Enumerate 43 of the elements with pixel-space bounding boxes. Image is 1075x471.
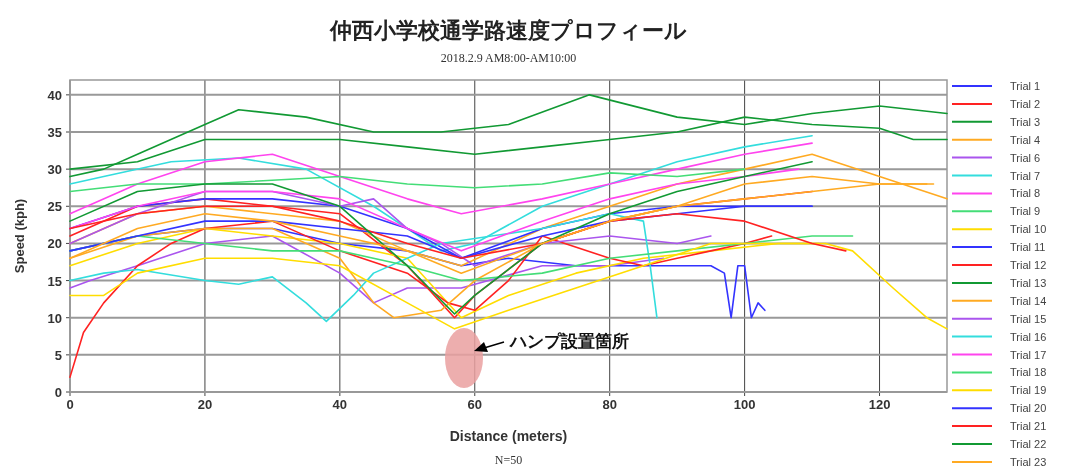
legend-label: Trial 13 xyxy=(1010,276,1047,289)
x-tick-label: 120 xyxy=(868,397,891,412)
legend-label: Trial 6 xyxy=(1010,151,1041,164)
legend-label: Trial 16 xyxy=(1010,330,1047,343)
x-tick-label: 80 xyxy=(602,397,617,412)
legend-label: Trial 2 xyxy=(1010,97,1041,110)
x-axis-title: Distance (meters) xyxy=(449,428,568,444)
legend-label: Trial 19 xyxy=(1010,384,1047,397)
x-tick-label: 40 xyxy=(332,397,348,412)
chart-subtitle: 2018.2.9 AM8:00-AM10:00 xyxy=(440,51,577,65)
text: N=50 xyxy=(494,453,523,467)
y-tick-label: 35 xyxy=(47,125,62,140)
y-axis-title: Speed (kph) xyxy=(12,198,27,274)
legend-label: Trial 9 xyxy=(1010,205,1041,218)
y-tick-label: 25 xyxy=(47,199,62,215)
chart-title: 仲西小学校通学路速度プロフィール xyxy=(329,18,687,43)
legend-label: Trial 18 xyxy=(1010,366,1047,379)
legend-label: Trial 10 xyxy=(1010,223,1047,236)
legend-label: Trial 3 xyxy=(1010,115,1041,128)
legend-label: Trial 21 xyxy=(1010,420,1047,433)
x-tick-label: 60 xyxy=(467,397,482,412)
legend-label: Trial 7 xyxy=(1010,169,1041,182)
y-tick-label: 5 xyxy=(54,347,62,363)
y-tick-label: 0 xyxy=(54,385,62,400)
legend-label: Trial 11 xyxy=(1010,241,1046,254)
y-tick-label: 15 xyxy=(47,273,62,289)
legend-label: Trial 15 xyxy=(1010,312,1047,325)
legend-label: Trial 4 xyxy=(1010,133,1041,146)
y-tick-label: 30 xyxy=(47,162,62,178)
legend-label: Trial 1 xyxy=(1010,80,1041,92)
legend-label: Trial 20 xyxy=(1010,402,1047,415)
x-tick-label: 100 xyxy=(733,397,756,412)
legend-label: Trial 14 xyxy=(1010,294,1047,307)
x-tick-label: 0 xyxy=(66,397,74,412)
x-tick-label: 20 xyxy=(197,397,213,412)
legend-label: Trial 17 xyxy=(1010,348,1047,361)
legend-label: Trial 22 xyxy=(1010,438,1047,450)
legend-label: Trial 12 xyxy=(1010,259,1047,271)
y-tick-label: 40 xyxy=(47,87,62,103)
y-tick-label: 10 xyxy=(47,310,62,326)
legend-label: Trial 8 xyxy=(1010,187,1041,200)
legend-label: Trial 23 xyxy=(1010,455,1047,468)
y-tick-label: 20 xyxy=(47,236,62,252)
